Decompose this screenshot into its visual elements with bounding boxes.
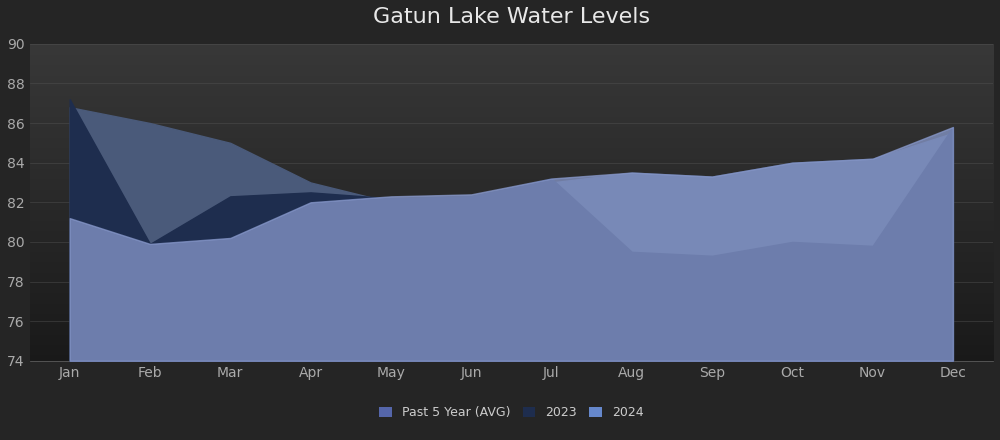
Title: Gatun Lake Water Levels: Gatun Lake Water Levels xyxy=(373,7,650,27)
Legend: Past 5 Year (AVG), 2023, 2024: Past 5 Year (AVG), 2023, 2024 xyxy=(374,401,648,424)
